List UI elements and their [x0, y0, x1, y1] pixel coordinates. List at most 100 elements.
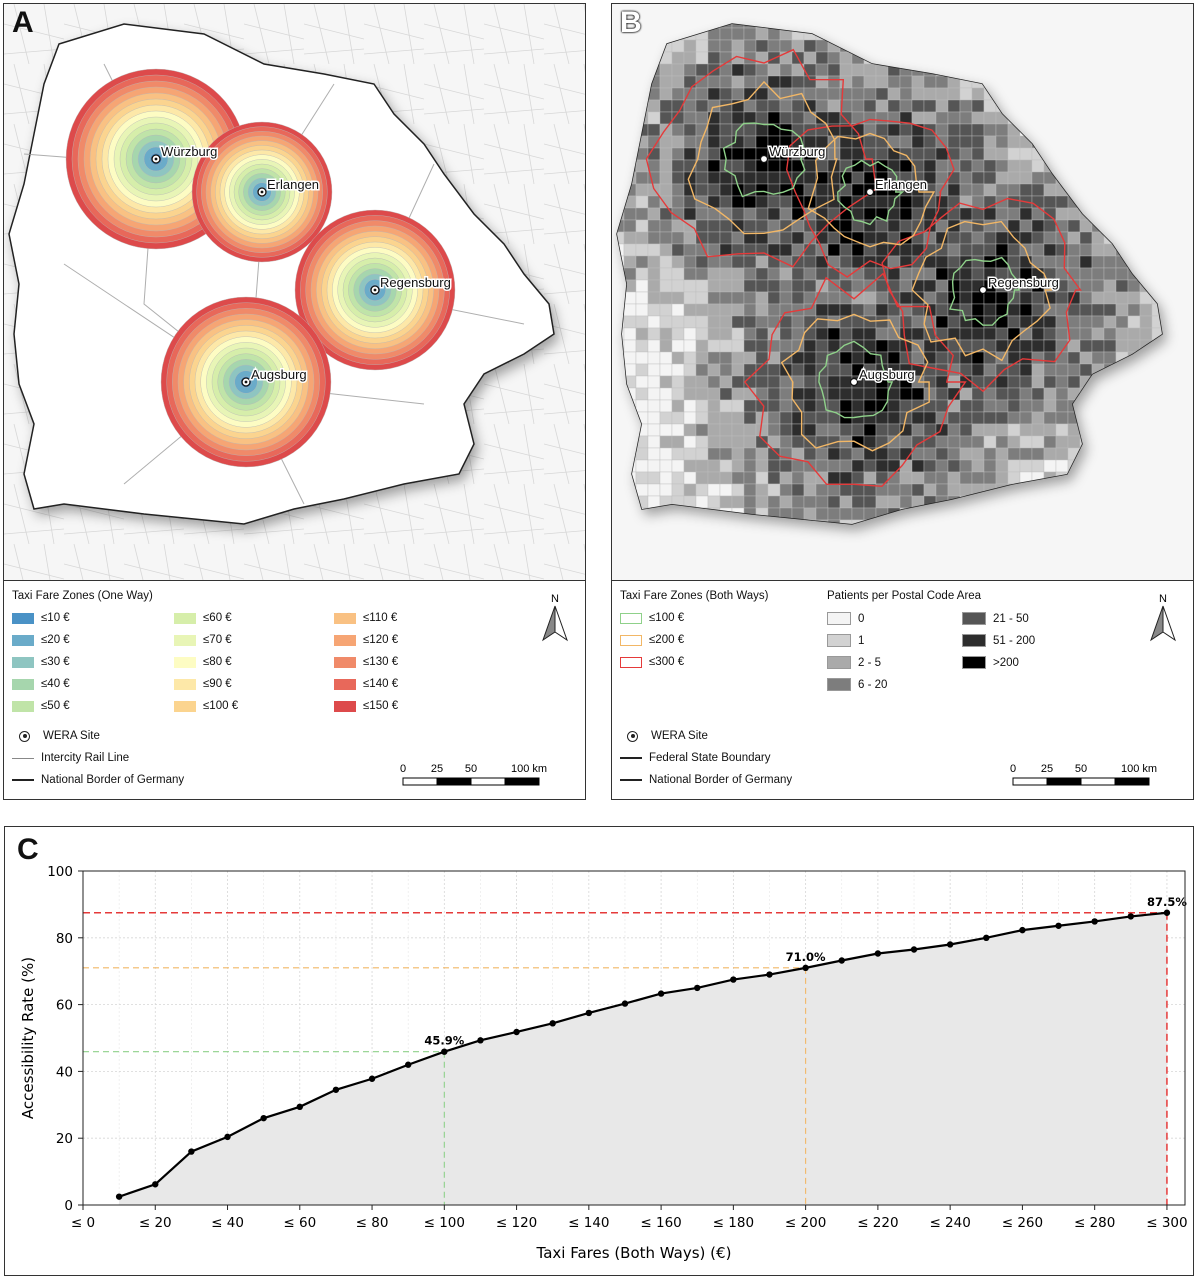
zone-swatch — [620, 634, 642, 646]
wera-site-icon — [627, 730, 638, 742]
wera-site-legend: WERA Site — [12, 730, 100, 742]
series-line — [118, 911, 1168, 1198]
zone-swatch — [334, 678, 356, 690]
fare-zone-outline — [911, 220, 1053, 362]
site-label: Regensburg — [988, 275, 1059, 290]
site-label: Würzburg — [769, 144, 825, 159]
patients-swatch — [962, 634, 986, 647]
fare-zone-outlines — [645, 48, 1082, 488]
zone-swatch — [620, 656, 642, 668]
scale-tick-label: 0 — [400, 763, 406, 775]
data-point — [1091, 918, 1098, 925]
data-point — [549, 1020, 556, 1027]
data-point — [513, 1028, 520, 1036]
data-point — [224, 1133, 231, 1141]
site-label: Augsburg — [859, 367, 915, 382]
patients-legend-item: 2 - 5 — [827, 656, 881, 669]
data-point — [766, 971, 773, 978]
site-label: Augsburg — [251, 367, 307, 382]
area-fill — [119, 912, 1167, 1205]
site-markers: Würzburg Erlangen Regensburg Augsburg — [759, 143, 1060, 387]
data-point — [332, 1086, 340, 1093]
data-point — [1055, 922, 1062, 929]
data-point — [404, 1061, 412, 1068]
site-label: Regensburg — [380, 275, 451, 290]
zone-legend-item: ≤150 € — [334, 700, 398, 712]
data-point — [621, 1000, 629, 1007]
annotation-label: 71.0% — [786, 950, 826, 964]
patients-legend-item: 51 - 200 — [962, 634, 1035, 647]
patients-legend-item: 1 — [827, 634, 864, 647]
site-marker-icon — [865, 187, 875, 197]
fare-zone-outline — [722, 122, 806, 198]
zone-legend-item: ≤70 € — [174, 634, 232, 646]
zone-legend-item: ≤80 € — [174, 656, 232, 668]
data-point — [983, 934, 990, 941]
zone-swatch — [174, 612, 196, 624]
site-markers: Würzburg Erlangen Regensburg Augsburg — [151, 143, 452, 387]
zones-legend-title: Taxi Fare Zones (Both Ways) — [620, 590, 769, 602]
zone-swatch — [12, 612, 34, 624]
rail-line-icon — [12, 757, 34, 759]
patients-swatch — [827, 612, 851, 625]
zone-legend-item: ≤100 € — [174, 700, 238, 712]
panel-a-legend: Taxi Fare Zones (One Way) ≤10 € ≤20 € ≤30 … — [4, 580, 585, 799]
zone-legend-item: ≤60 € — [174, 612, 232, 624]
fare-zone-outline — [645, 48, 877, 268]
y-tick-label: 60 — [56, 998, 73, 1014]
state-boundary-legend: Federal State Boundary — [620, 752, 770, 764]
panel-b: Würzburg Erlangen Regensburg Augsburg B Tax… — [611, 3, 1194, 800]
data-point — [910, 946, 918, 953]
zone-legend-item: ≤10 € — [12, 612, 70, 624]
y-tick-label: 0 — [64, 1198, 73, 1214]
y-tick-label: 100 — [47, 864, 73, 880]
fare-zone-outline — [743, 272, 967, 488]
x-tick-label: ≤ 0 — [71, 1215, 95, 1231]
rail-line-legend: Intercity Rail Line — [12, 752, 129, 764]
data-point — [188, 1148, 195, 1155]
x-tick-label: ≤ 200 — [785, 1215, 826, 1231]
national-border-icon — [620, 779, 642, 781]
y-axis-label: Accessibility Rate (%) — [19, 957, 37, 1119]
x-tick-label: ≤ 80 — [356, 1215, 389, 1231]
fare-zone-outline — [818, 340, 894, 419]
zone-swatch — [334, 656, 356, 668]
data-point — [441, 1048, 448, 1055]
fare-zone-outline — [785, 118, 955, 278]
data-point — [296, 1103, 303, 1111]
zone-legend-item: ≤140 € — [334, 678, 398, 690]
x-tick-label: ≤ 140 — [568, 1215, 609, 1231]
patients-swatch — [827, 678, 851, 691]
fare-zone-outline — [807, 132, 936, 248]
panel-c: C 45.9% 71.0% 87.5% ≤ 0 ≤ 20 ≤ 40 ≤ 60 ≤ 80 ≤ 10… — [4, 826, 1194, 1276]
fare-zone-outline — [687, 80, 838, 235]
x-tick-label: ≤ 220 — [857, 1215, 898, 1231]
data-point — [585, 1009, 593, 1017]
annotation-label: 87.5% — [1147, 895, 1187, 909]
x-tick-label: ≤ 180 — [713, 1215, 754, 1231]
zone-legend-item: ≤110 € — [334, 612, 397, 624]
wera-site-icon — [19, 730, 30, 742]
scale-tick-label: 50 — [465, 763, 477, 775]
panel-b-letter: B — [620, 6, 642, 39]
x-tick-label: ≤ 40 — [211, 1215, 244, 1231]
scale-tick-label: 25 — [431, 763, 443, 775]
data-point — [152, 1181, 159, 1188]
panel-a-letter: A — [12, 6, 34, 39]
y-tick-label: 80 — [56, 931, 73, 947]
x-tick-label: ≤ 240 — [929, 1215, 970, 1231]
zone-swatch — [12, 656, 34, 668]
zone-swatch — [12, 678, 34, 690]
x-tick-label: ≤ 160 — [640, 1215, 681, 1231]
x-tick-label: ≤ 300 — [1146, 1215, 1187, 1231]
scale-bar: 0 25 50 100 km — [1010, 763, 1157, 786]
data-point — [115, 1193, 123, 1200]
x-tick-label: ≤ 280 — [1074, 1215, 1115, 1231]
zone-legend-item: ≤200 € — [620, 634, 684, 646]
national-border-legend: National Border of Germany — [12, 774, 184, 786]
x-tick-label: ≤ 120 — [496, 1215, 537, 1231]
zone-legend-item: ≤50 € — [12, 700, 70, 712]
site-marker-icon — [759, 154, 769, 164]
zone-legend-item: ≤20 € — [12, 634, 70, 646]
panel-b-map: Würzburg Erlangen Regensburg Augsburg — [612, 4, 1193, 580]
